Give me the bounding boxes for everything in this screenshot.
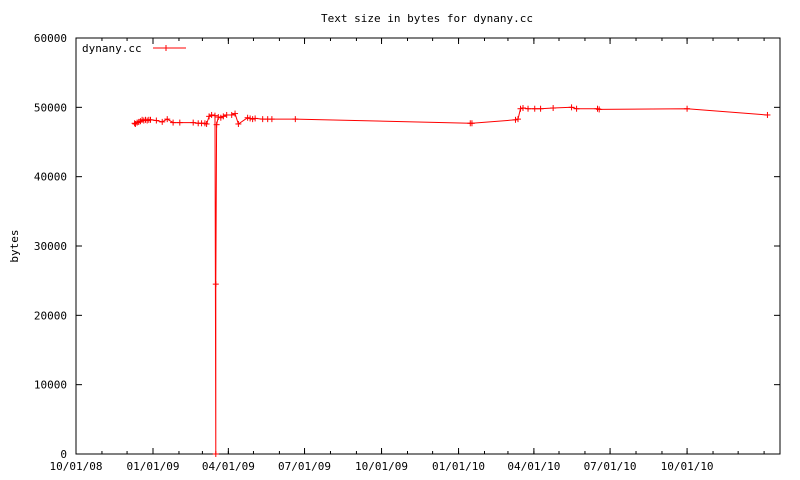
x-tick-label: 07/01/10 [584,460,637,473]
data-point [190,119,197,126]
data-point [153,117,160,124]
data-point [213,121,220,128]
data-point [468,120,475,127]
data-point [259,116,266,123]
data-point [573,105,580,112]
data-point [596,106,603,113]
legend-marker [163,45,169,51]
series-line-dynany-cc [134,106,768,455]
x-tick-label: 10/01/09 [355,460,408,473]
x-axis: 10/01/08 01/01/09 04/01/09 07/01/09 10/01/09… [50,38,765,473]
data-point [537,105,544,112]
data-point [131,120,138,127]
data-point [244,114,251,121]
y-tick-label: 60000 [34,32,67,45]
data-point [212,281,219,288]
y-tick-label: 50000 [34,101,67,114]
y-tick-label: 10000 [34,379,67,392]
data-point [525,105,532,112]
y-axis-label: bytes [8,229,21,262]
data-point [235,120,242,127]
data-point [292,116,299,123]
y-axis: 0 10000 20000 30000 40000 50000 60000 [34,32,780,461]
x-tick-label: 07/01/09 [278,460,331,473]
x-tick-label: 01/01/10 [432,460,485,473]
data-point [220,113,227,120]
data-point [550,105,557,112]
data-point [764,111,771,118]
chart-title: Text size in bytes for dynany.cc [321,12,533,25]
y-tick-label: 20000 [34,309,67,322]
series-polyline [134,106,768,455]
data-point [512,116,519,123]
data-point [147,116,154,123]
data-point [268,116,275,123]
data-point [531,105,538,112]
data-point [568,104,575,111]
y-tick-label: 40000 [34,171,67,184]
x-tick-label: 04/01/09 [202,460,255,473]
data-point [164,116,171,123]
data-point [517,105,524,112]
y-tick-label: 30000 [34,240,67,253]
data-point [176,119,183,126]
data-point [232,110,239,117]
data-point [215,114,222,121]
data-point [228,111,235,118]
series-points-dynany-cc [131,104,771,457]
data-point [211,112,218,119]
data-point [208,111,215,118]
legend-label-dynany-cc: dynany.cc [82,42,142,55]
data-point [212,451,219,457]
x-tick-label: 10/01/08 [50,460,103,473]
data-point [217,114,224,121]
data-point [223,111,230,118]
x-tick-label: 10/01/10 [661,460,714,473]
data-point [514,116,521,123]
data-point [684,105,691,112]
data-point [203,120,210,127]
data-point [206,113,213,120]
data-point [252,115,259,122]
legend: dynany.cc [82,42,186,55]
data-point [159,118,166,125]
x-tick-label: 01/01/09 [127,460,180,473]
data-point [247,115,254,122]
data-point [170,119,177,126]
data-point [249,116,256,123]
x-tick-label: 04/01/10 [507,460,560,473]
data-point [520,105,527,112]
plot-frame [75,37,781,455]
y-tick-label: 0 [60,448,67,461]
